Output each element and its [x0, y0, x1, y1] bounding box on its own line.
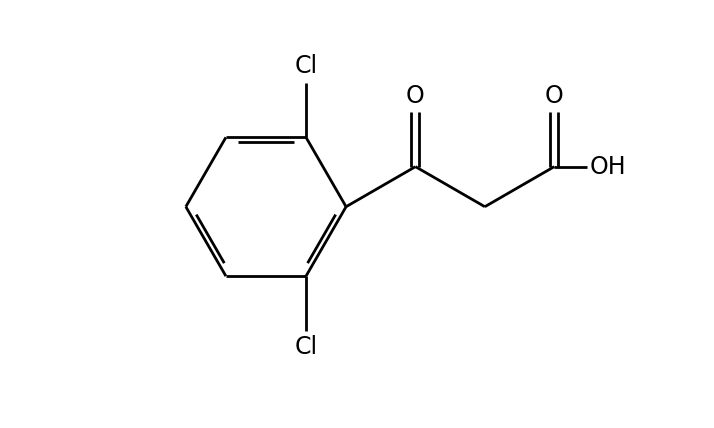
Text: OH: OH — [590, 155, 627, 178]
Text: O: O — [406, 83, 425, 108]
Text: O: O — [545, 83, 563, 108]
Text: Cl: Cl — [294, 335, 318, 359]
Text: Cl: Cl — [294, 54, 318, 78]
